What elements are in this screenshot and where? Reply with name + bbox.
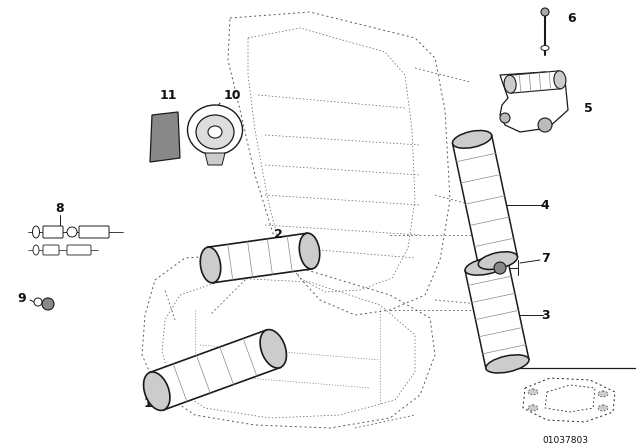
- Polygon shape: [150, 330, 280, 410]
- Polygon shape: [500, 72, 568, 132]
- Ellipse shape: [143, 372, 170, 410]
- Ellipse shape: [33, 226, 40, 238]
- Polygon shape: [452, 135, 518, 265]
- Text: 6: 6: [568, 12, 576, 25]
- Circle shape: [500, 113, 510, 123]
- Ellipse shape: [196, 115, 234, 149]
- Circle shape: [67, 227, 77, 237]
- Text: 11: 11: [159, 89, 177, 102]
- Ellipse shape: [188, 105, 243, 155]
- Circle shape: [494, 262, 506, 274]
- Polygon shape: [205, 153, 225, 165]
- Ellipse shape: [452, 130, 492, 148]
- FancyBboxPatch shape: [67, 245, 91, 255]
- Text: 1: 1: [143, 396, 152, 409]
- Circle shape: [42, 298, 54, 310]
- FancyBboxPatch shape: [43, 245, 59, 255]
- Polygon shape: [465, 262, 529, 369]
- Text: 4: 4: [541, 198, 549, 211]
- Ellipse shape: [598, 405, 608, 411]
- Ellipse shape: [504, 75, 516, 93]
- Text: 5: 5: [584, 102, 593, 115]
- Ellipse shape: [598, 391, 608, 397]
- Text: 10: 10: [223, 89, 241, 102]
- Ellipse shape: [260, 330, 287, 368]
- Text: 3: 3: [541, 309, 549, 322]
- Circle shape: [538, 118, 552, 132]
- Ellipse shape: [478, 252, 518, 270]
- Polygon shape: [150, 112, 180, 162]
- Polygon shape: [509, 71, 561, 93]
- Text: 01037803: 01037803: [542, 435, 588, 444]
- FancyBboxPatch shape: [43, 226, 63, 238]
- Text: 8: 8: [56, 202, 64, 215]
- Ellipse shape: [528, 389, 538, 395]
- Ellipse shape: [541, 46, 549, 51]
- Ellipse shape: [486, 355, 529, 373]
- Ellipse shape: [528, 405, 538, 411]
- Ellipse shape: [300, 233, 320, 269]
- Polygon shape: [208, 233, 312, 283]
- Ellipse shape: [465, 257, 508, 275]
- FancyBboxPatch shape: [79, 226, 109, 238]
- Ellipse shape: [33, 245, 39, 255]
- Ellipse shape: [200, 247, 221, 283]
- Circle shape: [34, 298, 42, 306]
- Text: 7: 7: [541, 251, 549, 264]
- Text: 2: 2: [274, 228, 282, 241]
- Ellipse shape: [208, 126, 222, 138]
- Text: 9: 9: [18, 292, 26, 305]
- Circle shape: [541, 8, 549, 16]
- Ellipse shape: [554, 71, 566, 89]
